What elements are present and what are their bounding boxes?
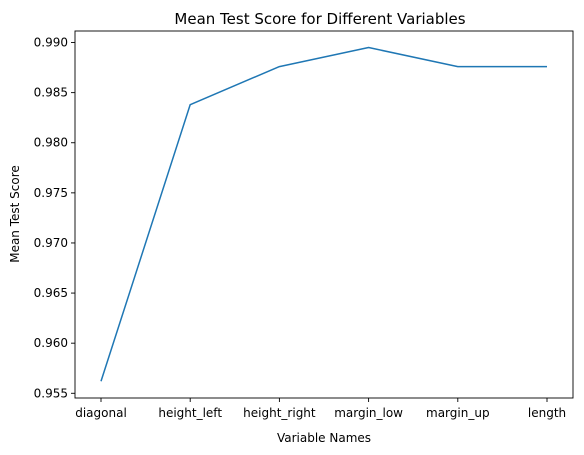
x-tick-label: height_right [243, 406, 316, 420]
y-axis-ticks: 0.955 0.960 0.965 0.970 0.975 0.980 0.985 0.990 [34, 36, 75, 400]
plot-frame [74, 30, 574, 399]
x-axis-ticks: diagonal height_left height_right margin_lo… [75, 398, 566, 420]
y-tick-label: 0.965 [34, 286, 68, 300]
x-tick-label: diagonal [75, 406, 127, 420]
y-tick-label: 0.990 [34, 36, 68, 50]
y-tick-label: 0.970 [34, 236, 68, 250]
x-tick-label: height_left [158, 406, 222, 420]
y-tick-label: 0.980 [34, 136, 68, 150]
plot-area: 0.955 0.960 0.965 0.970 0.975 0.980 0.985 0.990… [34, 30, 574, 420]
y-tick-label: 0.975 [34, 186, 68, 200]
series-line [100, 46, 547, 382]
y-tick-label: 0.985 [34, 86, 68, 100]
y-tick-label: 0.955 [34, 386, 68, 400]
x-tick-label: length [528, 406, 566, 420]
chart-title: Mean Test Score for Different Variables [174, 10, 465, 28]
x-tick-label: margin_low [334, 406, 403, 420]
x-axis-label: Variable Names [277, 431, 371, 445]
y-axis-label: Mean Test Score [8, 165, 22, 263]
x-tick-label: margin_up [426, 406, 490, 420]
y-tick-label: 0.960 [34, 336, 68, 350]
